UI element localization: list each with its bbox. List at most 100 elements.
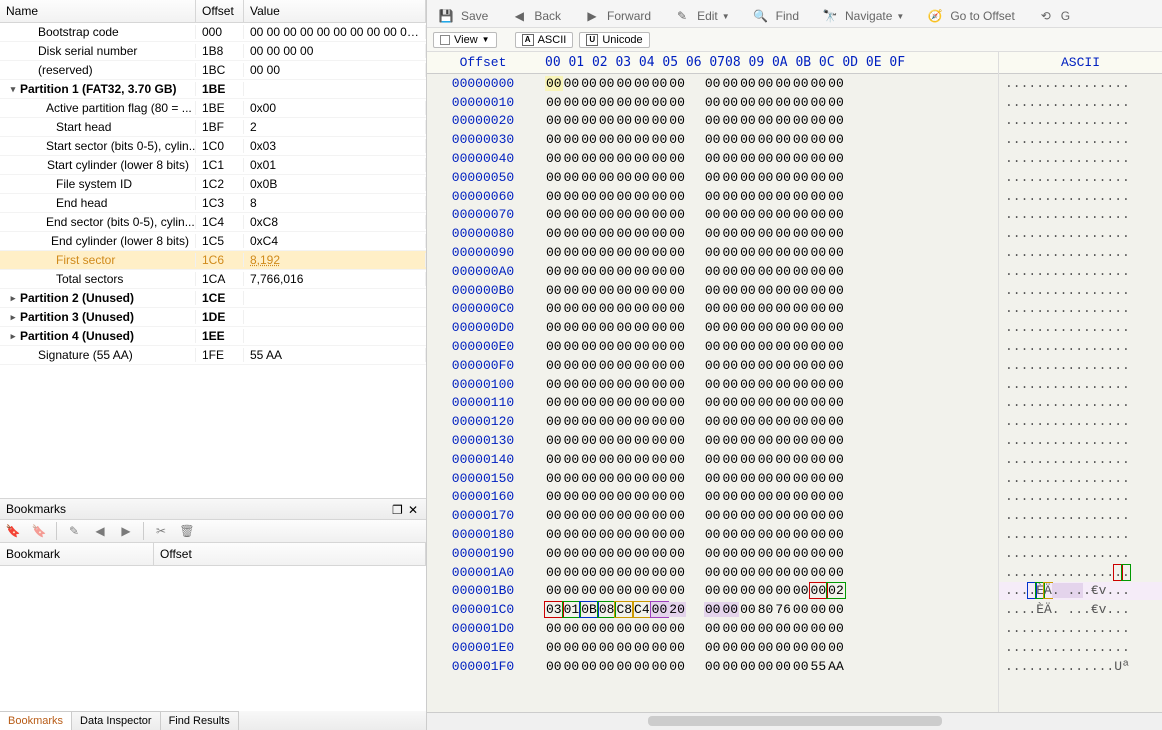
hex-ascii-row[interactable]: ................ — [999, 187, 1162, 206]
hex-offset[interactable]: 000000A0 — [427, 262, 539, 281]
find-button[interactable]: 🔍Find — [750, 5, 799, 27]
hex-offset[interactable]: 00000160 — [427, 488, 539, 507]
hex-bytes-row[interactable]: 00 00 00 00 00 00 00 00 00 00 00 00 00 0… — [539, 525, 998, 544]
structure-tree[interactable]: Name Offset Value Bootstrap code00000 00… — [0, 0, 426, 498]
hex-bytes-row[interactable]: 00 00 00 00 00 00 00 00 00 00 00 00 00 0… — [539, 544, 998, 563]
tree-row[interactable]: End head1C38 — [0, 194, 426, 213]
edit-button[interactable]: ✎Edit ▼ — [671, 5, 730, 27]
hex-offset[interactable]: 000001B0 — [427, 582, 539, 601]
edit-bookmark-icon[interactable]: ✎ — [65, 522, 83, 540]
hex-ascii-row[interactable]: ................ — [999, 93, 1162, 112]
hex-offset[interactable]: 00000010 — [427, 93, 539, 112]
hex-ascii-row[interactable]: ....ÈÄ. ...€v... — [999, 600, 1162, 619]
hex-bytes-row[interactable]: 00 00 00 00 00 00 00 00 00 00 00 00 00 0… — [539, 74, 998, 93]
hex-ascii-row[interactable]: ................ — [999, 506, 1162, 525]
hex-bytes-row[interactable]: 00 00 00 00 00 00 00 00 00 00 00 00 00 0… — [539, 243, 998, 262]
hex-bytes-row[interactable]: 00 00 00 00 00 00 00 00 00 00 00 00 00 0… — [539, 130, 998, 149]
tree-row[interactable]: Total sectors1CA7,766,016 — [0, 270, 426, 289]
hex-ascii-row[interactable]: ................ — [999, 450, 1162, 469]
hex-bytes-row[interactable]: 00 00 00 00 00 00 00 00 00 00 00 00 00 0… — [539, 469, 998, 488]
col-name[interactable]: Name — [0, 0, 196, 22]
hex-offset[interactable]: 00000150 — [427, 469, 539, 488]
tree-row[interactable]: ▾Partition 1 (FAT32, 3.70 GB)1BE — [0, 80, 426, 99]
forward-button[interactable]: ▶Forward — [581, 5, 651, 27]
hex-bytes-row[interactable]: 00 00 00 00 00 00 00 00 00 00 00 00 00 0… — [539, 375, 998, 394]
hex-ascii-row[interactable]: ................ — [999, 149, 1162, 168]
toggle-icon[interactable]: ▸ — [8, 331, 18, 342]
toggle-icon[interactable]: ▸ — [8, 293, 18, 304]
hex-bytes-row[interactable]: 00 00 00 00 00 00 00 00 00 00 00 00 00 0… — [539, 187, 998, 206]
tree-row[interactable]: Start sector (bits 0-5), cylin...1C00x03 — [0, 137, 426, 156]
hex-ascii-row[interactable]: ................ — [999, 168, 1162, 187]
hex-ascii-row[interactable]: ................ — [999, 638, 1162, 657]
hex-offset[interactable]: 000001C0 — [427, 600, 539, 619]
tree-row[interactable]: Active partition flag (80 = ...1BE0x00 — [0, 99, 426, 118]
hex-offset[interactable]: 00000180 — [427, 525, 539, 544]
hex-offset[interactable]: 000000F0 — [427, 356, 539, 375]
hex-bytes-row[interactable]: 00 00 00 00 00 00 00 00 00 00 00 00 00 0… — [539, 412, 998, 431]
hex-bytes-row[interactable]: 00 00 00 00 00 00 00 00 00 00 00 00 00 0… — [539, 224, 998, 243]
horizontal-scrollbar[interactable] — [427, 712, 1162, 730]
hex-bytes-row[interactable]: 00 00 00 00 00 00 00 00 00 00 00 00 00 0… — [539, 206, 998, 225]
hex-offset[interactable]: 000000E0 — [427, 337, 539, 356]
hex-offset[interactable]: 00000000 — [427, 74, 539, 93]
hex-offset[interactable]: 00000170 — [427, 506, 539, 525]
hex-ascii-row[interactable]: ................ — [999, 412, 1162, 431]
navigate-button[interactable]: 🔭Navigate ▼ — [819, 5, 904, 27]
hex-ascii-row[interactable]: ................ — [999, 262, 1162, 281]
back-button[interactable]: ◀Back — [508, 5, 561, 27]
tree-row[interactable]: (reserved)1BC00 00 — [0, 61, 426, 80]
hex-ascii-row[interactable]: ................ — [999, 300, 1162, 319]
hex-bytes-row[interactable]: 03 01 0B 08 C8 C4 00 20 00 00 00 80 76 0… — [539, 600, 998, 619]
hex-ascii-row[interactable]: ................ — [999, 375, 1162, 394]
hex-bytes-row[interactable]: 00 00 00 00 00 00 00 00 00 00 00 00 00 0… — [539, 657, 998, 676]
hex-ascii-row[interactable]: ................ — [999, 563, 1162, 582]
bm-col-bookmark[interactable]: Bookmark — [0, 543, 154, 565]
hex-bytes-row[interactable]: 00 00 00 00 00 00 00 00 00 00 00 00 00 0… — [539, 563, 998, 582]
col-offset[interactable]: Offset — [196, 0, 244, 22]
tree-row[interactable]: Disk serial number1B800 00 00 00 — [0, 42, 426, 61]
ascii-toggle[interactable]: AASCII — [515, 32, 574, 48]
tree-row[interactable]: Signature (55 AA)1FE55 AA — [0, 346, 426, 365]
hex-ascii-row[interactable]: ................ — [999, 544, 1162, 563]
hex-offset[interactable]: 00000110 — [427, 394, 539, 413]
hex-bytes-row[interactable]: 00 00 00 00 00 00 00 00 00 00 00 00 00 0… — [539, 112, 998, 131]
save-button[interactable]: 💾Save — [435, 5, 488, 27]
hex-ascii-row[interactable]: ................ — [999, 281, 1162, 300]
hex-offset[interactable]: 00000020 — [427, 112, 539, 131]
hex-offset[interactable]: 00000050 — [427, 168, 539, 187]
tree-row[interactable]: Bootstrap code00000 00 00 00 00 00 00 00… — [0, 23, 426, 42]
hex-offset[interactable]: 00000040 — [427, 149, 539, 168]
hex-offset[interactable]: 000000D0 — [427, 318, 539, 337]
hex-ascii-row[interactable]: ................ — [999, 243, 1162, 262]
hex-bytes-row[interactable]: 00 00 00 00 00 00 00 00 00 00 00 00 00 0… — [539, 450, 998, 469]
next-bookmark-icon[interactable]: ▶ — [117, 522, 135, 540]
hex-offset[interactable]: 00000190 — [427, 544, 539, 563]
hex-bytes-row[interactable]: 00 00 00 00 00 00 00 00 00 00 00 00 00 0… — [539, 168, 998, 187]
add-bookmark2-icon[interactable]: 🔖 — [30, 522, 48, 540]
hex-ascii-row[interactable]: ................ — [999, 130, 1162, 149]
hex-bytes-row[interactable]: 00 00 00 00 00 00 00 00 00 00 00 00 00 0… — [539, 356, 998, 375]
tree-row[interactable]: ▸Partition 4 (Unused)1EE — [0, 327, 426, 346]
hex-offset[interactable]: 00000120 — [427, 412, 539, 431]
hex-ascii-row[interactable]: ................ — [999, 619, 1162, 638]
tree-row[interactable]: First sector1C68,192 — [0, 251, 426, 270]
hex-ascii-row[interactable]: ................ — [999, 224, 1162, 243]
gx-button[interactable]: ⟲G — [1035, 5, 1070, 27]
toggle-icon[interactable]: ▾ — [8, 84, 18, 95]
tree-row[interactable]: Start cylinder (lower 8 bits)1C10x01 — [0, 156, 426, 175]
goto-button[interactable]: 🧭Go to Offset — [924, 5, 1014, 27]
hex-ascii-row[interactable]: ................ — [999, 469, 1162, 488]
hex-offset[interactable]: 000001A0 — [427, 563, 539, 582]
hex-ascii-row[interactable]: ..............Uª — [999, 657, 1162, 676]
hex-offset[interactable]: 00000030 — [427, 130, 539, 149]
hex-bytes-row[interactable]: 00 00 00 00 00 00 00 00 00 00 00 00 00 0… — [539, 394, 998, 413]
hex-offset[interactable]: 000000C0 — [427, 300, 539, 319]
hex-offset[interactable]: 000001F0 — [427, 657, 539, 676]
close-icon[interactable]: ✕ — [408, 503, 420, 515]
tree-row[interactable]: ▸Partition 2 (Unused)1CE — [0, 289, 426, 308]
tab-find-results[interactable]: Find Results — [161, 711, 239, 730]
unicode-toggle[interactable]: UUnicode — [579, 32, 649, 48]
hex-bytes-row[interactable]: 00 00 00 00 00 00 00 00 00 00 00 00 00 0… — [539, 638, 998, 657]
hex-ascii-row[interactable]: ................ — [999, 525, 1162, 544]
